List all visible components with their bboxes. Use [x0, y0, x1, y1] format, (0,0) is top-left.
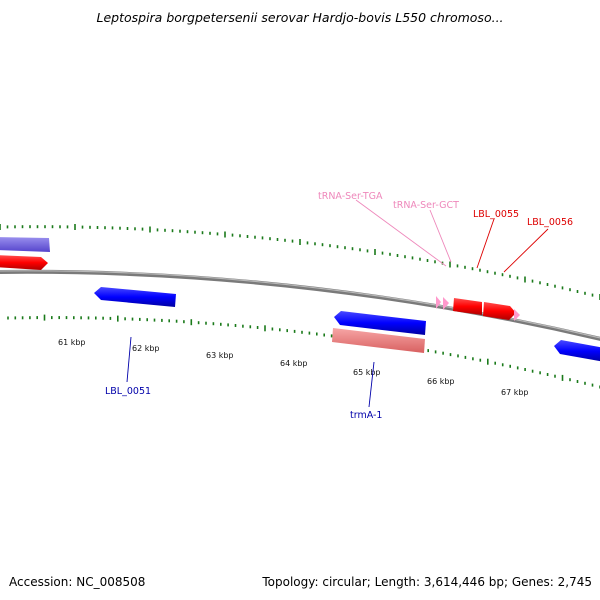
kbp-label: 64 kbp	[280, 359, 308, 368]
genome-summary-text: Topology: circular; Length: 3,614,446 bp…	[262, 575, 592, 589]
trna-ser-tga-feature[interactable]	[436, 296, 441, 309]
callout-line-trna-ser-gct	[429, 209, 452, 263]
callout-line-trma-1	[368, 361, 375, 408]
kbp-label: 63 kbp	[206, 351, 234, 360]
gene-feature-purple-left[interactable]	[0, 237, 50, 252]
callout-line-lbl-0051	[126, 336, 132, 383]
feature-label-lbl-0056[interactable]: LBL_0056	[527, 217, 573, 228]
reverse-tick-track	[7, 314, 600, 389]
kbp-label: 66 kbp	[427, 377, 455, 386]
feature-label-lbl-0051[interactable]: LBL_0051	[105, 386, 151, 397]
gene-feature-trma-1[interactable]	[334, 311, 426, 335]
callout-line-trna-ser-tga	[355, 199, 447, 267]
kbp-label: 62 kbp	[132, 344, 160, 353]
kbp-label: 67 kbp	[501, 388, 529, 397]
gene-feature-blue-right[interactable]	[554, 340, 600, 362]
kbp-label: 61 kbp	[58, 338, 86, 347]
kbp-label: 65 kbp	[353, 368, 381, 377]
feature-label-trna-ser-gct[interactable]: tRNA-Ser-GCT	[393, 200, 459, 211]
gene-feature-red-left[interactable]	[0, 255, 48, 270]
chromosome-backbone	[0, 269, 600, 341]
accession-text: Accession: NC_008508	[9, 575, 146, 589]
feature-label-trna-ser-tga[interactable]: tRNA-Ser-TGA	[318, 191, 383, 202]
map-title: Leptospira borgpetersenii serovar Hardjo…	[96, 10, 504, 25]
chromosome-backbone-highlight	[0, 270, 600, 339]
gene-feature-pseudo[interactable]	[332, 328, 425, 353]
gene-feature-lbl-0056[interactable]	[483, 302, 516, 320]
kbp-scale: 61 kbp 62 kbp 63 kbp 64 kbp 65 kbp 66 kb…	[58, 338, 529, 397]
gene-feature-lbl-0055[interactable]	[453, 298, 482, 315]
gene-feature-lbl-0051[interactable]	[94, 287, 176, 307]
callout-line-lbl-0056	[503, 228, 549, 273]
feature-label-trma-1[interactable]: trmA-1	[350, 410, 382, 421]
trna-ser-gct-feature[interactable]	[443, 297, 449, 310]
trna-feature-small[interactable]	[514, 309, 520, 321]
feature-label-lbl-0055[interactable]: LBL_0055	[473, 209, 519, 220]
callout-line-lbl-0055	[476, 218, 495, 269]
